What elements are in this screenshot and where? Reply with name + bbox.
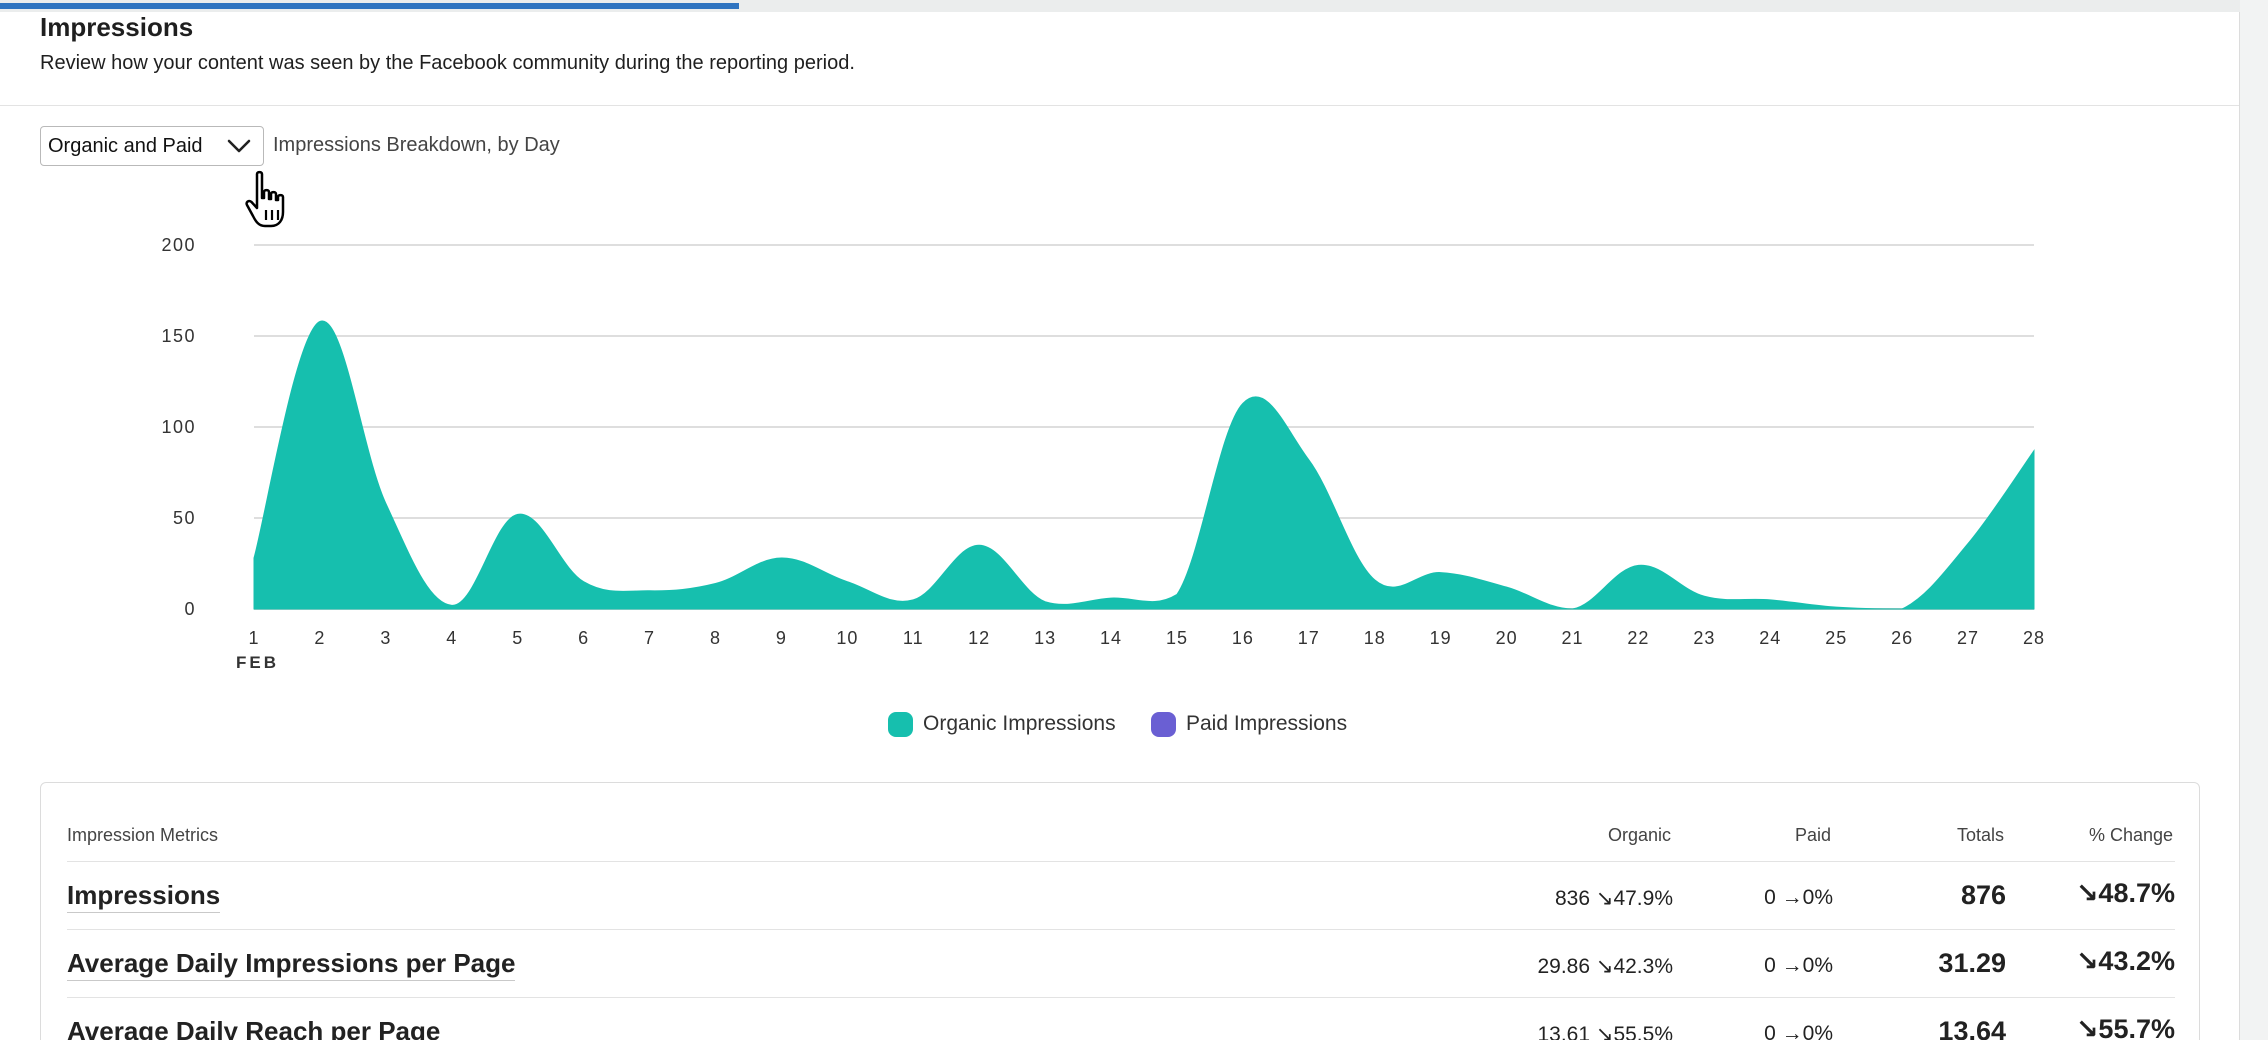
x-tick-label: 9 xyxy=(776,628,787,648)
paid-value: 0 →0% xyxy=(1764,954,1833,977)
series-0-area xyxy=(253,320,2035,610)
table-row: Impressions 836 ↘47.9% 0 →0% 876 ↘48.7% xyxy=(67,861,2175,929)
page-subtitle: Review how your content was seen by the … xyxy=(40,52,855,74)
y-tick-label: 150 xyxy=(161,326,196,346)
change-value: ↘48.7% xyxy=(2075,878,2175,908)
metric-name-avg-daily-reach[interactable]: Average Daily Reach per Page xyxy=(67,1016,440,1040)
x-tick-label: 10 xyxy=(836,628,858,648)
x-tick-label: 16 xyxy=(1232,628,1254,648)
x-tick-label: 26 xyxy=(1891,628,1913,648)
total-value: 13.64 xyxy=(1938,1016,2006,1040)
x-tick-label: 24 xyxy=(1759,628,1781,648)
x-tick-label: 21 xyxy=(1562,628,1584,648)
x-tick-label: 19 xyxy=(1430,628,1452,648)
organic-swatch xyxy=(888,711,913,737)
x-tick-label: 13 xyxy=(1034,628,1056,648)
y-tick-label: 50 xyxy=(173,508,196,528)
x-tick-label: 7 xyxy=(644,628,655,648)
header-totals: Totals xyxy=(1956,825,2004,845)
chart-title: Impressions Breakdown, by Day xyxy=(273,134,560,156)
organic-value: 13.61 ↘55.5% xyxy=(1537,1023,1673,1040)
loading-progress-track xyxy=(0,0,2240,12)
page-title: Impressions xyxy=(40,12,194,42)
impressions-panel: Impressions Review how your content was … xyxy=(0,12,2240,1040)
x-tick-label: 2 xyxy=(314,628,325,648)
x-tick-label: 25 xyxy=(1825,628,1847,648)
x-tick-label: 8 xyxy=(710,628,721,648)
dropdown-value: Organic and Paid xyxy=(48,135,203,157)
legend-item-organic[interactable]: Organic Impressions xyxy=(888,709,1116,739)
legend-item-paid[interactable]: Paid Impressions xyxy=(1151,709,1347,739)
organic-value: 29.86 ↘42.3% xyxy=(1537,955,1673,978)
impression-metrics-table: Impression Metrics Organic Paid Totals %… xyxy=(40,782,2200,1040)
paid-value: 0 →0% xyxy=(1764,886,1833,909)
table-row: Average Daily Reach per Page 13.61 ↘55.5… xyxy=(67,997,2175,1040)
x-tick-label: 28 xyxy=(2023,628,2045,648)
loading-progress-bar xyxy=(0,3,740,9)
table-row: Average Daily Impressions per Page 29.86… xyxy=(67,929,2175,997)
paid-value: 0 →0% xyxy=(1764,1022,1833,1040)
x-tick-label: 6 xyxy=(578,628,589,648)
x-tick-label: 15 xyxy=(1166,628,1188,648)
chevron-down-icon xyxy=(227,139,251,153)
chart-legend: Organic Impressions Paid Impressions xyxy=(0,709,2239,739)
x-tick-label: 20 xyxy=(1496,628,1518,648)
x-tick-label: 18 xyxy=(1364,628,1386,648)
organic-value: 836 ↘47.9% xyxy=(1554,887,1673,910)
y-tick-label: 100 xyxy=(161,417,196,437)
metric-name-impressions[interactable]: Impressions xyxy=(67,880,221,913)
header-paid: Paid xyxy=(1794,825,1831,845)
header-metric: Impression Metrics xyxy=(67,825,219,845)
metric-name-avg-daily-impressions[interactable]: Average Daily Impressions per Page xyxy=(67,948,516,981)
organic-paid-dropdown[interactable]: Organic and Paid xyxy=(40,126,264,166)
y-tick-label: 0 xyxy=(184,599,196,619)
x-month-label: FEB xyxy=(236,653,279,672)
x-tick-label: 3 xyxy=(380,628,391,648)
x-tick-label: 1 xyxy=(248,628,259,648)
x-tick-label: 27 xyxy=(1957,628,1979,648)
x-tick-label: 17 xyxy=(1298,628,1320,648)
total-value: 876 xyxy=(1960,880,2006,910)
header-organic: Organic xyxy=(1607,825,1671,845)
paid-swatch xyxy=(1151,711,1176,737)
total-value: 31.29 xyxy=(1938,948,2006,978)
hand-pointer-icon xyxy=(245,170,285,228)
change-value: ↘43.2% xyxy=(2075,946,2175,976)
x-tick-label: 5 xyxy=(512,628,523,648)
legend-label-organic: Organic Impressions xyxy=(923,712,1116,735)
x-tick-label: 12 xyxy=(968,628,990,648)
x-tick-label: 14 xyxy=(1100,628,1122,648)
x-tick-label: 4 xyxy=(446,628,457,648)
x-tick-label: 22 xyxy=(1627,628,1649,648)
panel-header: Impressions Review how your content was … xyxy=(0,12,2239,106)
x-tick-label: 23 xyxy=(1693,628,1715,648)
header-change: % Change xyxy=(2088,825,2173,845)
legend-label-paid: Paid Impressions xyxy=(1186,712,1348,735)
y-tick-label: 200 xyxy=(161,235,196,255)
x-tick-label: 11 xyxy=(903,628,924,648)
change-value: ↘55.7% xyxy=(2075,1014,2175,1040)
